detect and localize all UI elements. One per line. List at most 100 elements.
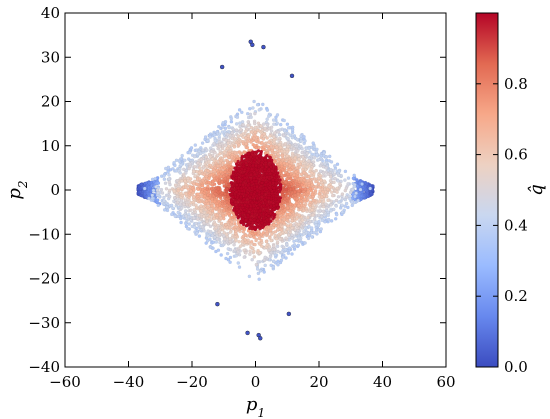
scatter-point (236, 134, 241, 138)
scatter-point (331, 207, 336, 212)
scatter-point (193, 143, 198, 147)
scatter-point (230, 220, 234, 224)
scatter-point (212, 133, 217, 137)
scatter-point (180, 153, 184, 158)
scatter-point (219, 221, 224, 226)
scatter-point (293, 193, 298, 198)
scatter-point (215, 213, 220, 218)
scatter-point (286, 224, 290, 228)
scatter-point (314, 168, 318, 173)
scatter-point (318, 185, 322, 190)
scatter-point (283, 197, 287, 201)
scatter-point (333, 164, 337, 168)
scatter-point (267, 140, 271, 144)
scatter-point (197, 177, 202, 181)
scatter-point (310, 208, 314, 212)
scatter-point (301, 167, 305, 172)
scatter-point (224, 180, 228, 185)
scatter-point (228, 247, 233, 252)
scatter-point (223, 222, 228, 227)
scatter-point (268, 236, 272, 240)
scatter-point (258, 269, 263, 273)
scatter-point (258, 242, 262, 246)
scatter-point (267, 146, 271, 151)
scatter-point (226, 175, 230, 180)
scatter-point (200, 141, 205, 145)
scatter-point (220, 130, 225, 134)
scatter-point (268, 254, 273, 259)
scatter-point (206, 222, 210, 227)
scatter-point (314, 223, 318, 227)
scatter-point (266, 225, 271, 230)
scatter-point (234, 238, 238, 243)
scatter-point (232, 214, 237, 219)
scatter-point (307, 159, 311, 163)
scatter-point (340, 203, 344, 207)
scatter-point (312, 230, 316, 235)
scatter-point (208, 245, 213, 249)
scatter-point (314, 179, 318, 184)
scatter-point (254, 262, 259, 267)
scatter-point (164, 205, 169, 209)
scatter-point (340, 210, 345, 214)
scatter-point (279, 258, 284, 263)
scatter-point (217, 124, 221, 129)
scatter-point (167, 173, 171, 177)
scatter-point (208, 135, 212, 139)
scatter-point (294, 170, 298, 174)
scatter-point (228, 133, 232, 138)
scatter-point (327, 154, 332, 159)
scatter-point (191, 216, 196, 220)
scatter-point (286, 251, 291, 256)
scatter-point (324, 206, 329, 210)
scatter-point (334, 198, 339, 203)
scatter-point (343, 204, 347, 208)
scatter-point (257, 277, 261, 281)
scatter-point (321, 170, 326, 175)
scatter-point (195, 182, 199, 186)
scatter-point (219, 253, 223, 257)
scatter-point (271, 265, 276, 269)
scatter-point (302, 232, 306, 236)
scatter-point (314, 150, 318, 154)
scatter-point (220, 146, 225, 151)
scatter-point (167, 180, 172, 184)
scatter-point (295, 184, 300, 189)
scatter-point (277, 211, 282, 215)
scatter-point (186, 226, 190, 231)
scatter-point (280, 153, 285, 158)
scatter-point (183, 209, 188, 213)
scatter-point (284, 187, 289, 192)
scatter-point (248, 252, 252, 256)
scatter-point (210, 204, 214, 208)
scatter-point (271, 118, 276, 122)
scatter-point (344, 195, 349, 199)
scatter-point (249, 239, 254, 244)
scatter-point (311, 141, 315, 145)
scatter-point (232, 243, 236, 247)
scatter-point (202, 214, 206, 219)
scatter-point (242, 248, 246, 253)
scatter-point (218, 151, 222, 156)
scatter-point (282, 118, 286, 123)
scatter-point (205, 219, 209, 224)
scatter-point (297, 157, 301, 161)
scatter-point (200, 225, 205, 229)
scatter-point (249, 130, 254, 134)
scatter-point (278, 232, 283, 236)
scatter-point (205, 139, 210, 143)
scatter-point (169, 203, 174, 208)
scatter-point (234, 122, 239, 126)
scatter-point (337, 173, 341, 178)
scatter-point (274, 145, 279, 150)
scatter-point (217, 145, 222, 149)
scatter-point (348, 190, 353, 195)
scatter-point (252, 99, 256, 104)
scatter-point (334, 204, 339, 208)
scatter-point (229, 119, 234, 124)
scatter-point (253, 111, 257, 116)
scatter-point (261, 102, 265, 107)
scatter-point (272, 244, 276, 248)
scatter-point (285, 122, 290, 126)
scatter-point (316, 181, 321, 186)
